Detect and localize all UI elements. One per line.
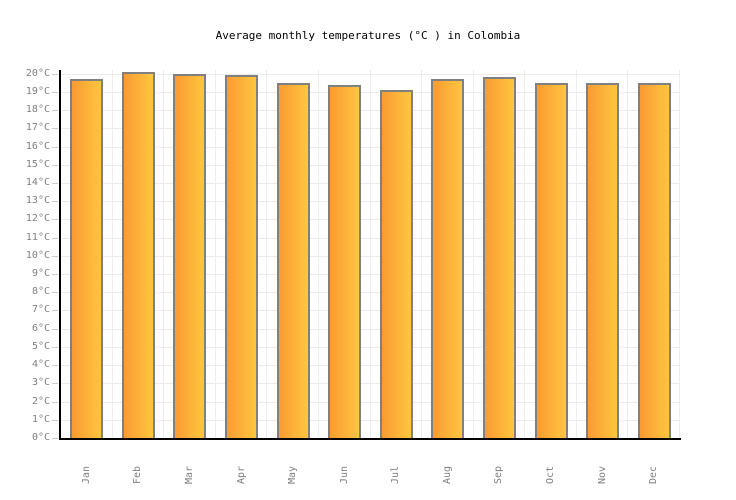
bar-nov [586,82,620,438]
vertical-gridline [266,70,267,438]
y-tick-label: 13°C [25,195,50,207]
y-axis-line [59,70,61,438]
y-tick-label: 9°C [31,268,50,280]
bar-jan [70,79,104,438]
y-tick-mark [52,219,58,221]
y-tick-label: 14°C [25,176,50,188]
vertical-gridline [163,70,164,438]
vertical-gridline [370,70,371,438]
y-tick-mark [52,73,58,75]
y-tick-mark [52,146,58,148]
y-tick-mark [52,237,58,239]
month-label-text: Aug [441,465,453,484]
bar-dec [637,82,671,438]
y-tick-label: 11°C [25,231,50,243]
y-tick-mark [52,110,58,112]
y-tick-label: 15°C [25,158,50,170]
y-tick-mark [52,201,58,203]
month-label-text: Jun [338,465,350,484]
x-tick-label-feb: Feb [131,444,145,484]
y-tick-label: 18°C [25,104,50,116]
x-tick-label-oct: Oct [544,444,558,484]
y-tick-mark [52,401,58,403]
vertical-gridline [679,70,680,438]
bar-jul [379,90,413,438]
x-tick-label-nov: Nov [596,444,610,484]
y-tick-mark [52,346,58,348]
vertical-gridline [318,70,319,438]
x-axis-line [59,438,681,440]
y-tick-mark [52,91,58,93]
y-tick-mark [52,292,58,294]
y-tick-label: 8°C [31,286,50,298]
month-label-text: Sep [493,465,505,484]
y-tick-mark [52,182,58,184]
y-tick-label: 19°C [25,85,50,97]
x-tick-label-sep: Sep [492,444,506,484]
y-tick-label: 6°C [31,322,50,334]
bar-may [276,82,310,438]
y-tick-label: 1°C [31,413,50,425]
month-label-text: Mar [183,465,195,484]
y-tick-label: 20°C [25,67,50,79]
x-tick-label-apr: Apr [235,444,249,484]
y-tick-mark [52,365,58,367]
month-label-text: Dec [648,465,660,484]
y-tick-label: 16°C [25,140,50,152]
y-tick-mark [52,328,58,330]
x-tick-label-mar: Mar [183,444,197,484]
x-tick-label-jan: Jan [80,444,94,484]
month-label-text: Apr [235,465,247,484]
y-tick-mark [52,164,58,166]
plot-area [61,70,680,438]
y-tick-label: 5°C [31,340,50,352]
month-label-text: Jan [80,465,92,484]
x-tick-label-may: May [286,444,300,484]
bar-jun [328,84,362,438]
chart-title: Average monthly temperatures (°C ) in Co… [215,29,521,42]
y-tick-mark [52,310,58,312]
bar-mar [173,73,207,438]
y-tick-label: 0°C [31,432,50,443]
x-tick-label-aug: Aug [441,444,455,484]
vertical-gridline [524,70,525,438]
x-tick-label-jun: Jun [338,444,352,484]
month-label-text: Feb [132,465,144,484]
vertical-gridline [112,70,113,438]
bar-oct [534,82,568,438]
bar-sep [482,77,516,438]
month-label-text: May [287,465,299,484]
y-tick-label: 2°C [31,395,50,407]
vertical-gridline [627,70,628,438]
vertical-gridline [576,70,577,438]
vertical-gridline [421,70,422,438]
y-tick-mark [52,255,58,257]
y-tick-mark [52,438,58,439]
y-tick-label: 17°C [25,122,50,134]
bar-aug [431,79,465,438]
month-label-text: Oct [545,465,557,484]
y-tick-label: 12°C [25,213,50,225]
y-tick-label: 7°C [31,304,50,316]
month-label-text: Nov [596,465,608,484]
x-tick-label-jul: Jul [389,444,403,484]
y-tick-mark [52,383,58,385]
y-tick-mark [52,419,58,421]
y-tick-label: 10°C [25,249,50,261]
vertical-gridline [215,70,216,438]
y-tick-mark [52,128,58,130]
bar-apr [225,75,259,438]
month-label-text: Jul [390,465,402,484]
bar-feb [121,71,155,438]
y-tick-mark [52,274,58,276]
y-tick-label: 3°C [31,377,50,389]
y-tick-label: 4°C [31,359,50,371]
vertical-gridline [473,70,474,438]
x-tick-label-dec: Dec [647,444,661,484]
